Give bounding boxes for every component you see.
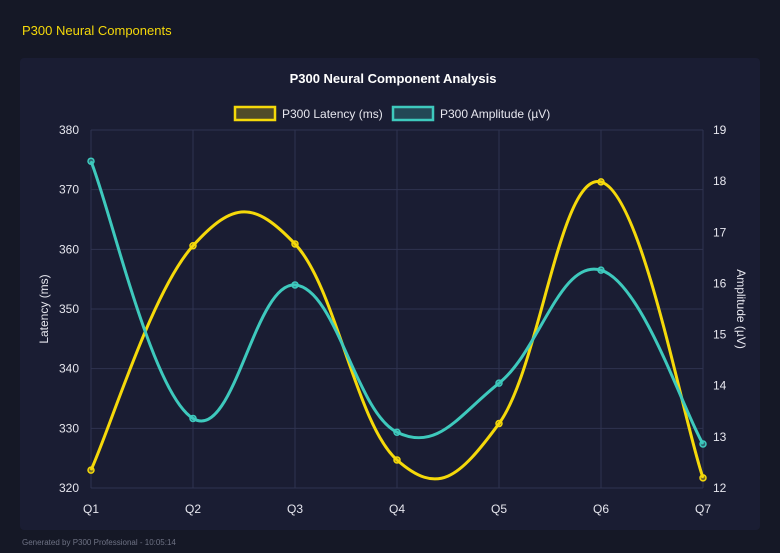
page-title: P300 Neural Components bbox=[22, 23, 172, 38]
y-right-tick-label: 18 bbox=[713, 174, 727, 188]
y-left-tick-label: 350 bbox=[59, 302, 79, 316]
data-point[interactable] bbox=[189, 414, 197, 423]
data-point[interactable] bbox=[597, 266, 605, 274]
y-left-axis-label: Latency (ms) bbox=[37, 274, 51, 343]
data-point[interactable] bbox=[291, 240, 299, 248]
x-tick-label: Q2 bbox=[185, 502, 201, 516]
legend-swatch[interactable] bbox=[391, 105, 435, 122]
x-tick-label: Q3 bbox=[287, 502, 303, 516]
y-left-tick-label: 320 bbox=[59, 481, 79, 495]
y-left-tick-label: 360 bbox=[59, 242, 79, 256]
x-tick-label: Q4 bbox=[389, 502, 405, 516]
series-line bbox=[89, 160, 705, 445]
y-right-tick-label: 15 bbox=[713, 328, 727, 342]
x-tick-label: Q1 bbox=[83, 502, 99, 516]
data-point[interactable] bbox=[291, 281, 299, 289]
data-point[interactable] bbox=[87, 157, 95, 165]
legend-label[interactable]: P300 Amplitude (µV) bbox=[440, 107, 550, 121]
x-tick-label: Q6 bbox=[593, 502, 609, 516]
data-point[interactable] bbox=[393, 428, 401, 437]
y-right-tick-label: 17 bbox=[713, 225, 727, 239]
y-left-tick-label: 380 bbox=[59, 123, 79, 137]
y-right-axis-label: Amplitude (µV) bbox=[734, 269, 748, 349]
footer-text: Generated by P300 Professional - 10:05:1… bbox=[22, 538, 176, 547]
y-right-tick-label: 19 bbox=[713, 123, 727, 137]
data-point[interactable] bbox=[393, 456, 401, 464]
y-left-tick-label: 330 bbox=[59, 421, 79, 435]
data-point[interactable] bbox=[87, 466, 95, 474]
data-point[interactable] bbox=[495, 379, 503, 387]
series-line bbox=[89, 180, 705, 481]
y-right-tick-label: 14 bbox=[713, 379, 727, 393]
data-point[interactable] bbox=[699, 474, 707, 482]
data-point[interactable] bbox=[699, 440, 707, 448]
x-tick-label: Q7 bbox=[695, 502, 711, 516]
data-point[interactable] bbox=[495, 419, 503, 428]
y-right-tick-label: 12 bbox=[713, 481, 727, 495]
chart-title: P300 Neural Component Analysis bbox=[290, 71, 497, 86]
y-left-tick-label: 370 bbox=[59, 183, 79, 197]
legend-label[interactable]: P300 Latency (ms) bbox=[282, 107, 383, 121]
y-left-tick-label: 340 bbox=[59, 362, 79, 376]
y-right-tick-label: 13 bbox=[713, 430, 727, 444]
y-right-tick-label: 16 bbox=[713, 276, 727, 290]
data-point[interactable] bbox=[189, 242, 197, 250]
data-point[interactable] bbox=[597, 178, 605, 186]
legend-swatch[interactable] bbox=[233, 105, 277, 122]
x-tick-label: Q5 bbox=[491, 502, 507, 516]
